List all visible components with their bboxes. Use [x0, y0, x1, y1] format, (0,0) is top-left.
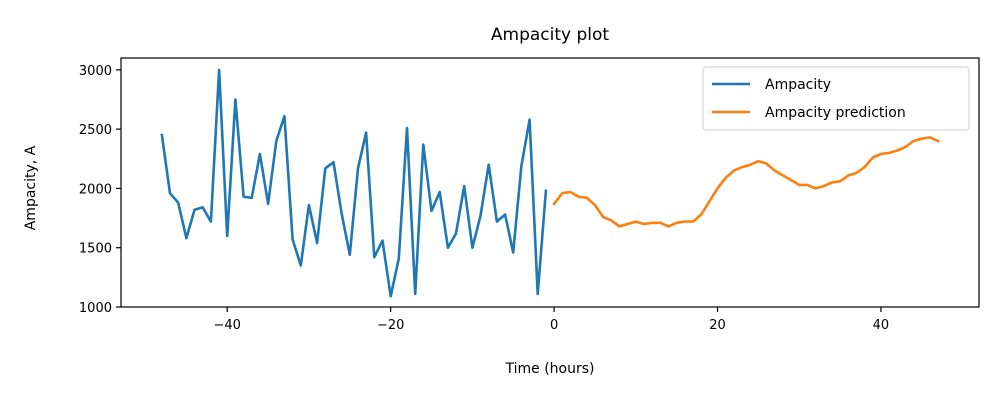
y-tick-label: 2000	[79, 182, 112, 197]
legend-entry-2: Ampacity prediction	[765, 105, 906, 121]
y-tick-label: 3000	[79, 64, 112, 79]
x-axis: −40 −20 0 20 40	[214, 307, 890, 333]
y-tick-label: 1000	[79, 301, 112, 316]
x-tick-label: −20	[377, 318, 404, 333]
y-axis-label: Ampacity, A	[23, 145, 39, 230]
x-tick-label: 20	[709, 318, 726, 333]
x-tick-label: −40	[214, 318, 241, 333]
legend: Ampacity Ampacity prediction	[702, 66, 970, 131]
y-axis: 1000 1500 2000 2500 3000	[79, 64, 121, 316]
x-tick-label: 0	[550, 318, 558, 333]
legend-entry-1: Ampacity	[765, 77, 831, 93]
x-axis-label: Time (hours)	[505, 361, 595, 377]
x-tick-label: 40	[873, 318, 890, 333]
chart-title: Ampacity plot	[491, 25, 610, 45]
y-tick-label: 2500	[79, 123, 112, 138]
plot-frame	[120, 57, 980, 308]
y-tick-label: 1500	[79, 242, 112, 257]
plot-area	[120, 57, 980, 308]
legend-box	[702, 66, 970, 131]
series-line-2	[552, 136, 940, 228]
series-line-1	[160, 68, 548, 298]
